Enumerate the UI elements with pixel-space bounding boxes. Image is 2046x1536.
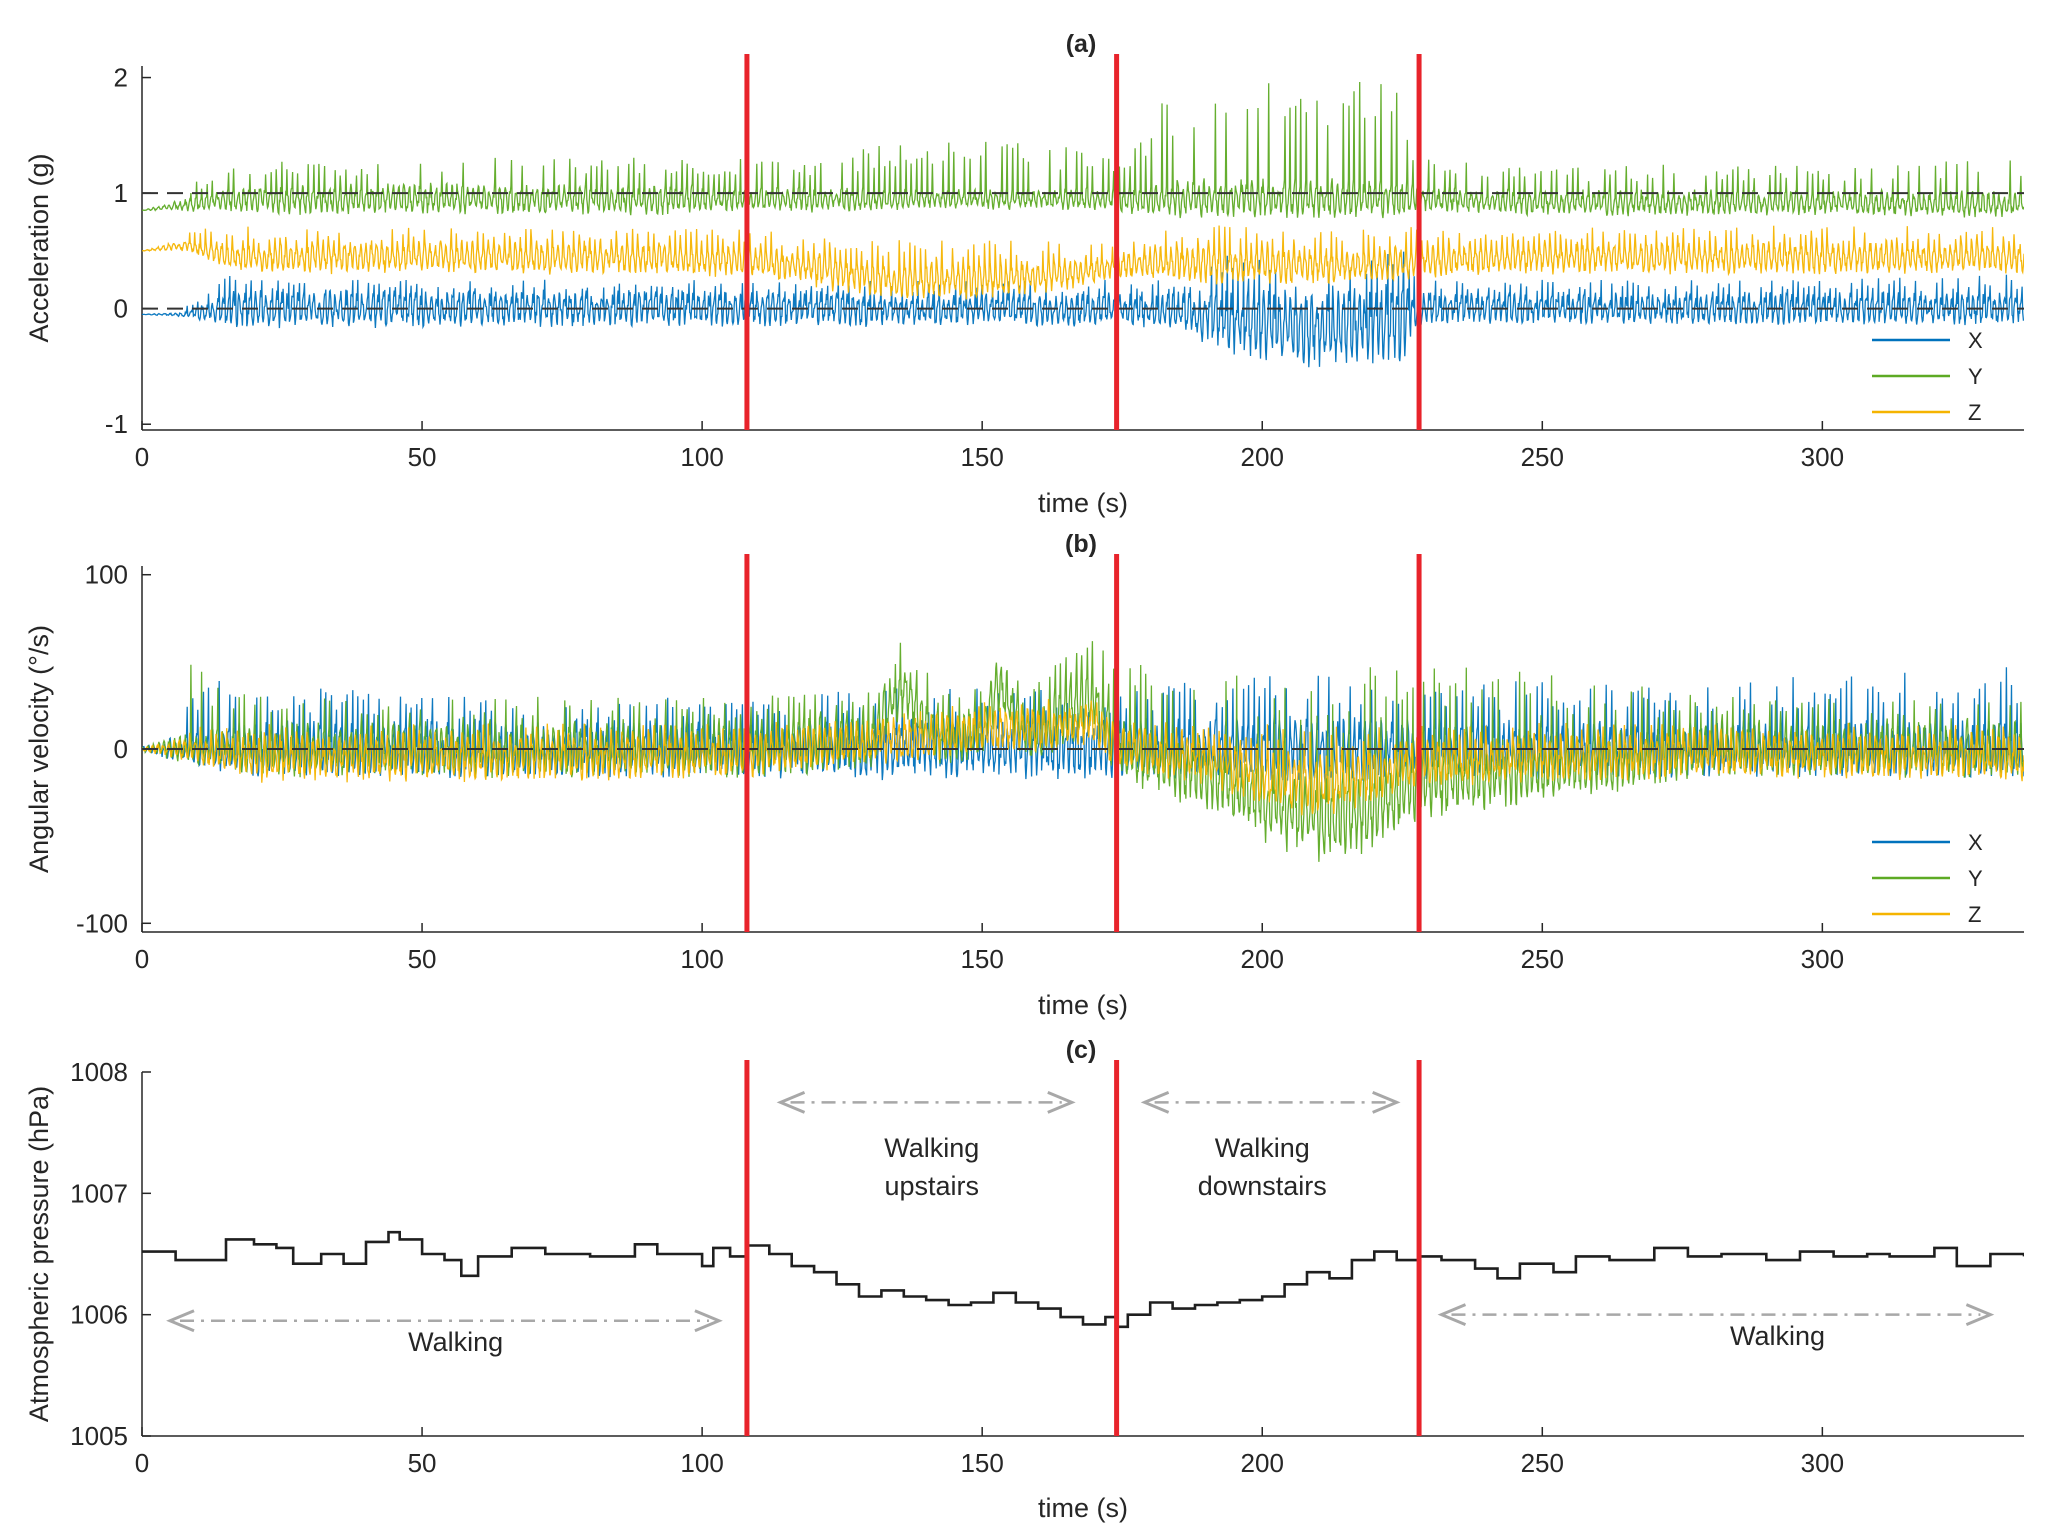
x-tick-label: 100 xyxy=(680,442,723,472)
x-tick-label: 0 xyxy=(135,1448,149,1478)
x-tick-label: 100 xyxy=(680,1448,723,1478)
x-axis-label: time (s) xyxy=(1038,990,1128,1020)
arrow-left-icon xyxy=(1140,1090,1170,1114)
y-tick-label: 1008 xyxy=(70,1057,128,1087)
y-axis-label: Acceleration (g) xyxy=(24,153,54,342)
series-line-z xyxy=(142,225,2024,300)
y-tick-label: 1005 xyxy=(70,1421,128,1451)
x-tick-label: 150 xyxy=(960,944,1003,974)
panel-title: (a) xyxy=(1066,30,1097,58)
y-tick-label: -1 xyxy=(105,409,128,439)
plot-area xyxy=(142,641,2024,862)
annotation-group: Walking downstairs xyxy=(1140,1090,1401,1201)
legend-label-z: Z xyxy=(1968,902,1981,927)
plot-area xyxy=(142,1230,2024,1329)
x-tick-label: 300 xyxy=(1801,1448,1844,1478)
annotation-group: Walking xyxy=(1437,1303,1995,1351)
x-tick-label: 250 xyxy=(1521,1448,1564,1478)
annotation-label: Walking xyxy=(1730,1321,1825,1351)
x-tick-label: 50 xyxy=(408,944,437,974)
x-tick-label: 250 xyxy=(1521,442,1564,472)
annotation-label: Walking xyxy=(884,1133,979,1163)
y-tick-label: 0 xyxy=(114,734,128,764)
y-tick-label: 2 xyxy=(114,63,128,93)
arrow-right-icon xyxy=(694,1309,723,1333)
annotation-label: Walking xyxy=(1215,1133,1310,1163)
legend-label-z: Z xyxy=(1968,400,1981,425)
annotation-group: Walking xyxy=(166,1309,723,1357)
annotation-label: Walking xyxy=(408,1327,503,1357)
arrow-right-icon xyxy=(1965,1303,1995,1327)
y-tick-label: 1006 xyxy=(70,1300,128,1330)
x-axis-label: time (s) xyxy=(1038,1493,1128,1523)
x-tick-label: 100 xyxy=(680,944,723,974)
arrow-right-icon xyxy=(1047,1090,1076,1114)
annotation-label: downstairs xyxy=(1198,1171,1327,1201)
x-tick-label: 250 xyxy=(1521,944,1564,974)
x-tick-label: 200 xyxy=(1241,442,1284,472)
x-tick-label: 150 xyxy=(960,442,1003,472)
arrow-right-icon xyxy=(1372,1090,1401,1114)
x-tick-label: 50 xyxy=(408,1448,437,1478)
x-tick-label: 50 xyxy=(408,442,437,472)
series-line-z xyxy=(142,699,2024,816)
arrow-left-icon xyxy=(1437,1303,1467,1327)
y-axis-label: Atmospheric pressure (hPa) xyxy=(24,1086,54,1422)
panel-title: (b) xyxy=(1065,530,1097,558)
y-tick-label: 1 xyxy=(114,178,128,208)
legend-label-x: X xyxy=(1968,830,1983,855)
y-tick-label: 100 xyxy=(85,560,128,590)
annotation-group: Walking upstairs xyxy=(776,1090,1076,1201)
x-tick-label: 300 xyxy=(1801,442,1844,472)
x-tick-label: 150 xyxy=(960,1448,1003,1478)
legend-label-y: Y xyxy=(1968,866,1983,891)
x-tick-label: 300 xyxy=(1801,944,1844,974)
y-tick-label: 0 xyxy=(114,294,128,324)
pressure-step-line xyxy=(142,1230,2024,1329)
x-tick-label: 0 xyxy=(135,442,149,472)
panel-c-atmospheric-pressure: 0 50 100 150 200 250 300 1005 1006 1007 1008 (c) tim… xyxy=(24,1036,2024,1523)
x-tick-label: 0 xyxy=(135,944,149,974)
legend: XYZ xyxy=(1872,328,1983,425)
x-tick-label: 200 xyxy=(1241,1448,1284,1478)
x-axis-label: time (s) xyxy=(1038,488,1128,518)
y-tick-label: -100 xyxy=(76,908,128,938)
x-tick-label: 200 xyxy=(1241,944,1284,974)
series-line-y xyxy=(142,81,2024,219)
arrow-left-icon xyxy=(166,1309,195,1333)
annotation-label: upstairs xyxy=(884,1171,979,1201)
plot-area xyxy=(142,81,2024,368)
panel-title: (c) xyxy=(1066,1036,1097,1064)
y-tick-label: 1007 xyxy=(70,1178,128,1208)
arrow-left-icon xyxy=(776,1090,806,1114)
legend-label-x: X xyxy=(1968,328,1983,353)
legend-label-y: Y xyxy=(1968,364,1983,389)
series-line-x xyxy=(142,251,2024,368)
y-axis-label: Angular velocity (°/s) xyxy=(24,625,54,873)
legend: XYZ xyxy=(1872,830,1983,927)
